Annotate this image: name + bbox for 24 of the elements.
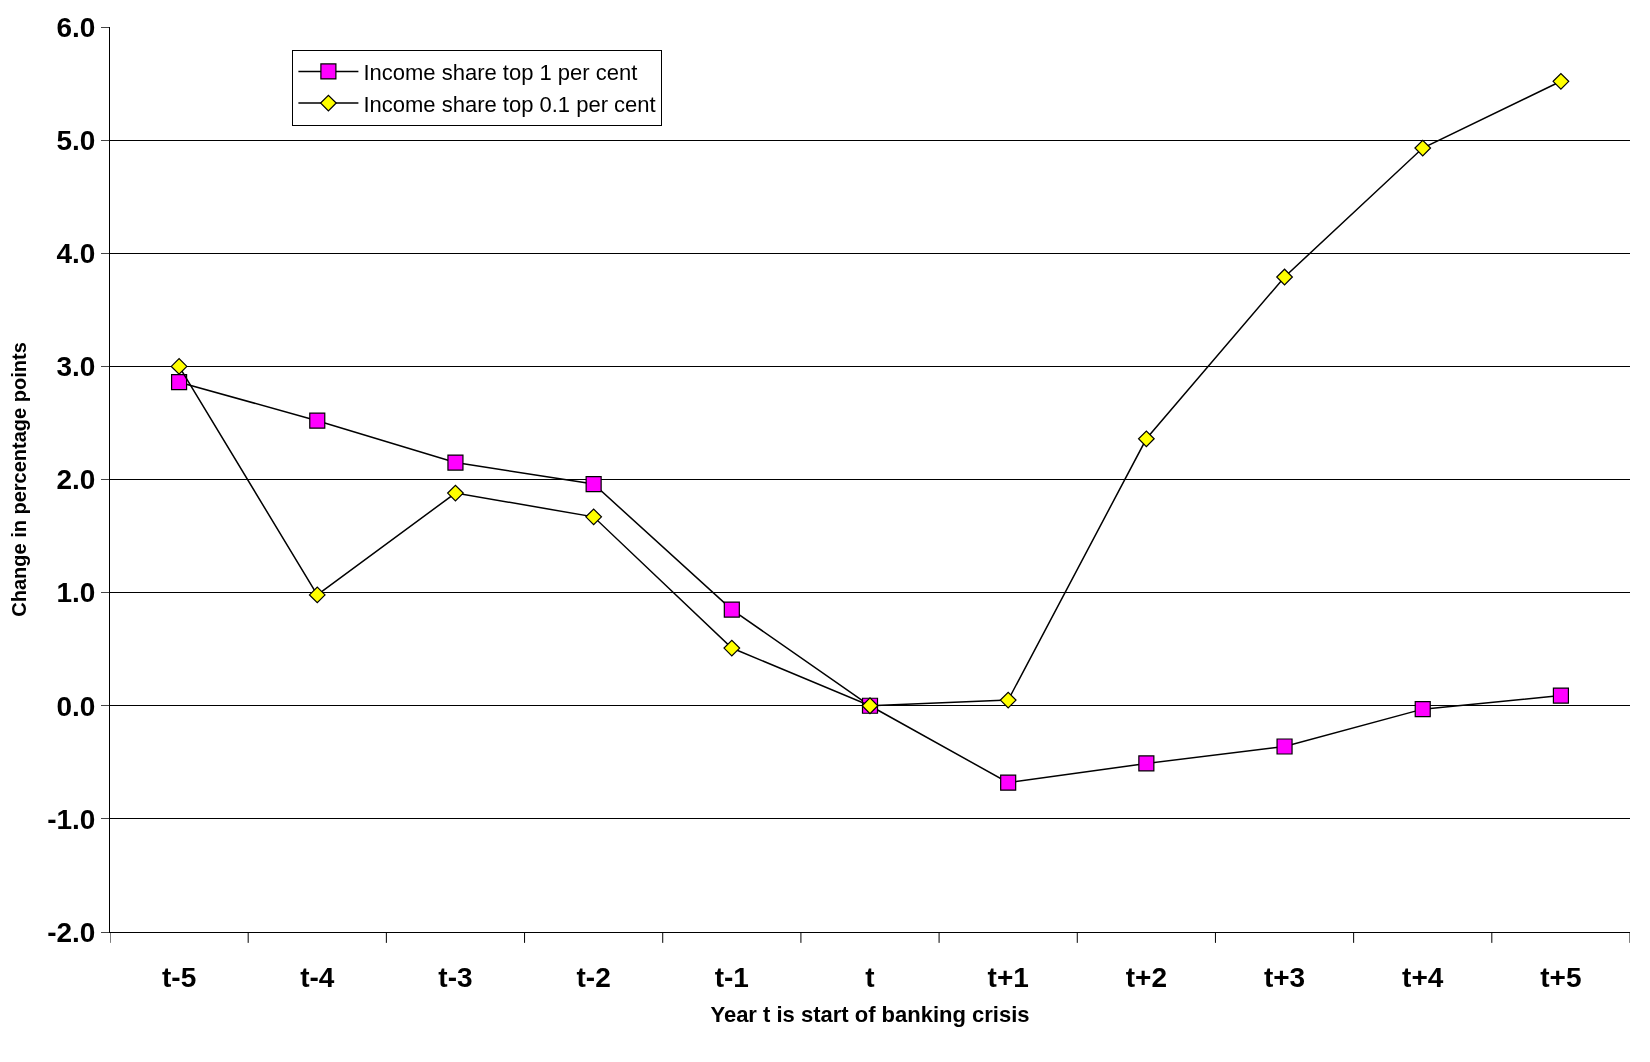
x-tick-label: t-2 xyxy=(576,961,611,993)
y-tick-label: -1.0 xyxy=(47,803,96,835)
x-tick-label: t xyxy=(865,961,875,993)
x-tick-label: t-4 xyxy=(300,961,335,993)
legend-label: Income share top 1 per cent xyxy=(363,60,638,85)
x-tick-label: t+3 xyxy=(1263,961,1306,993)
y-tick-label: 0.0 xyxy=(56,690,96,722)
x-tick-label: t-3 xyxy=(438,961,473,993)
y-tick-label: 5.0 xyxy=(56,124,96,156)
y-tick-label: -2.0 xyxy=(47,916,96,948)
y-tick-label: 3.0 xyxy=(56,351,96,383)
legend-label: Income share top 0.1 per cent xyxy=(363,91,656,117)
x-tick-label: t+4 xyxy=(1402,961,1444,993)
x-tick-label: t+2 xyxy=(1125,961,1167,993)
y-tick-label: 1.0 xyxy=(56,577,96,609)
y-tick-label: 2.0 xyxy=(56,464,96,496)
x-tick-label: t+1 xyxy=(987,961,1029,993)
x-axis-title: Year t is start of banking crisis xyxy=(710,1002,1030,1028)
x-tick-label: t-5 xyxy=(161,961,197,993)
x-tick-label: t-1 xyxy=(714,961,749,993)
y-axis-title: Change in percentage points xyxy=(7,342,30,617)
y-tick-label: 4.0 xyxy=(56,238,96,270)
x-tick-label: t+5 xyxy=(1540,961,1582,993)
y-tick-label: 6.0 xyxy=(56,11,96,43)
